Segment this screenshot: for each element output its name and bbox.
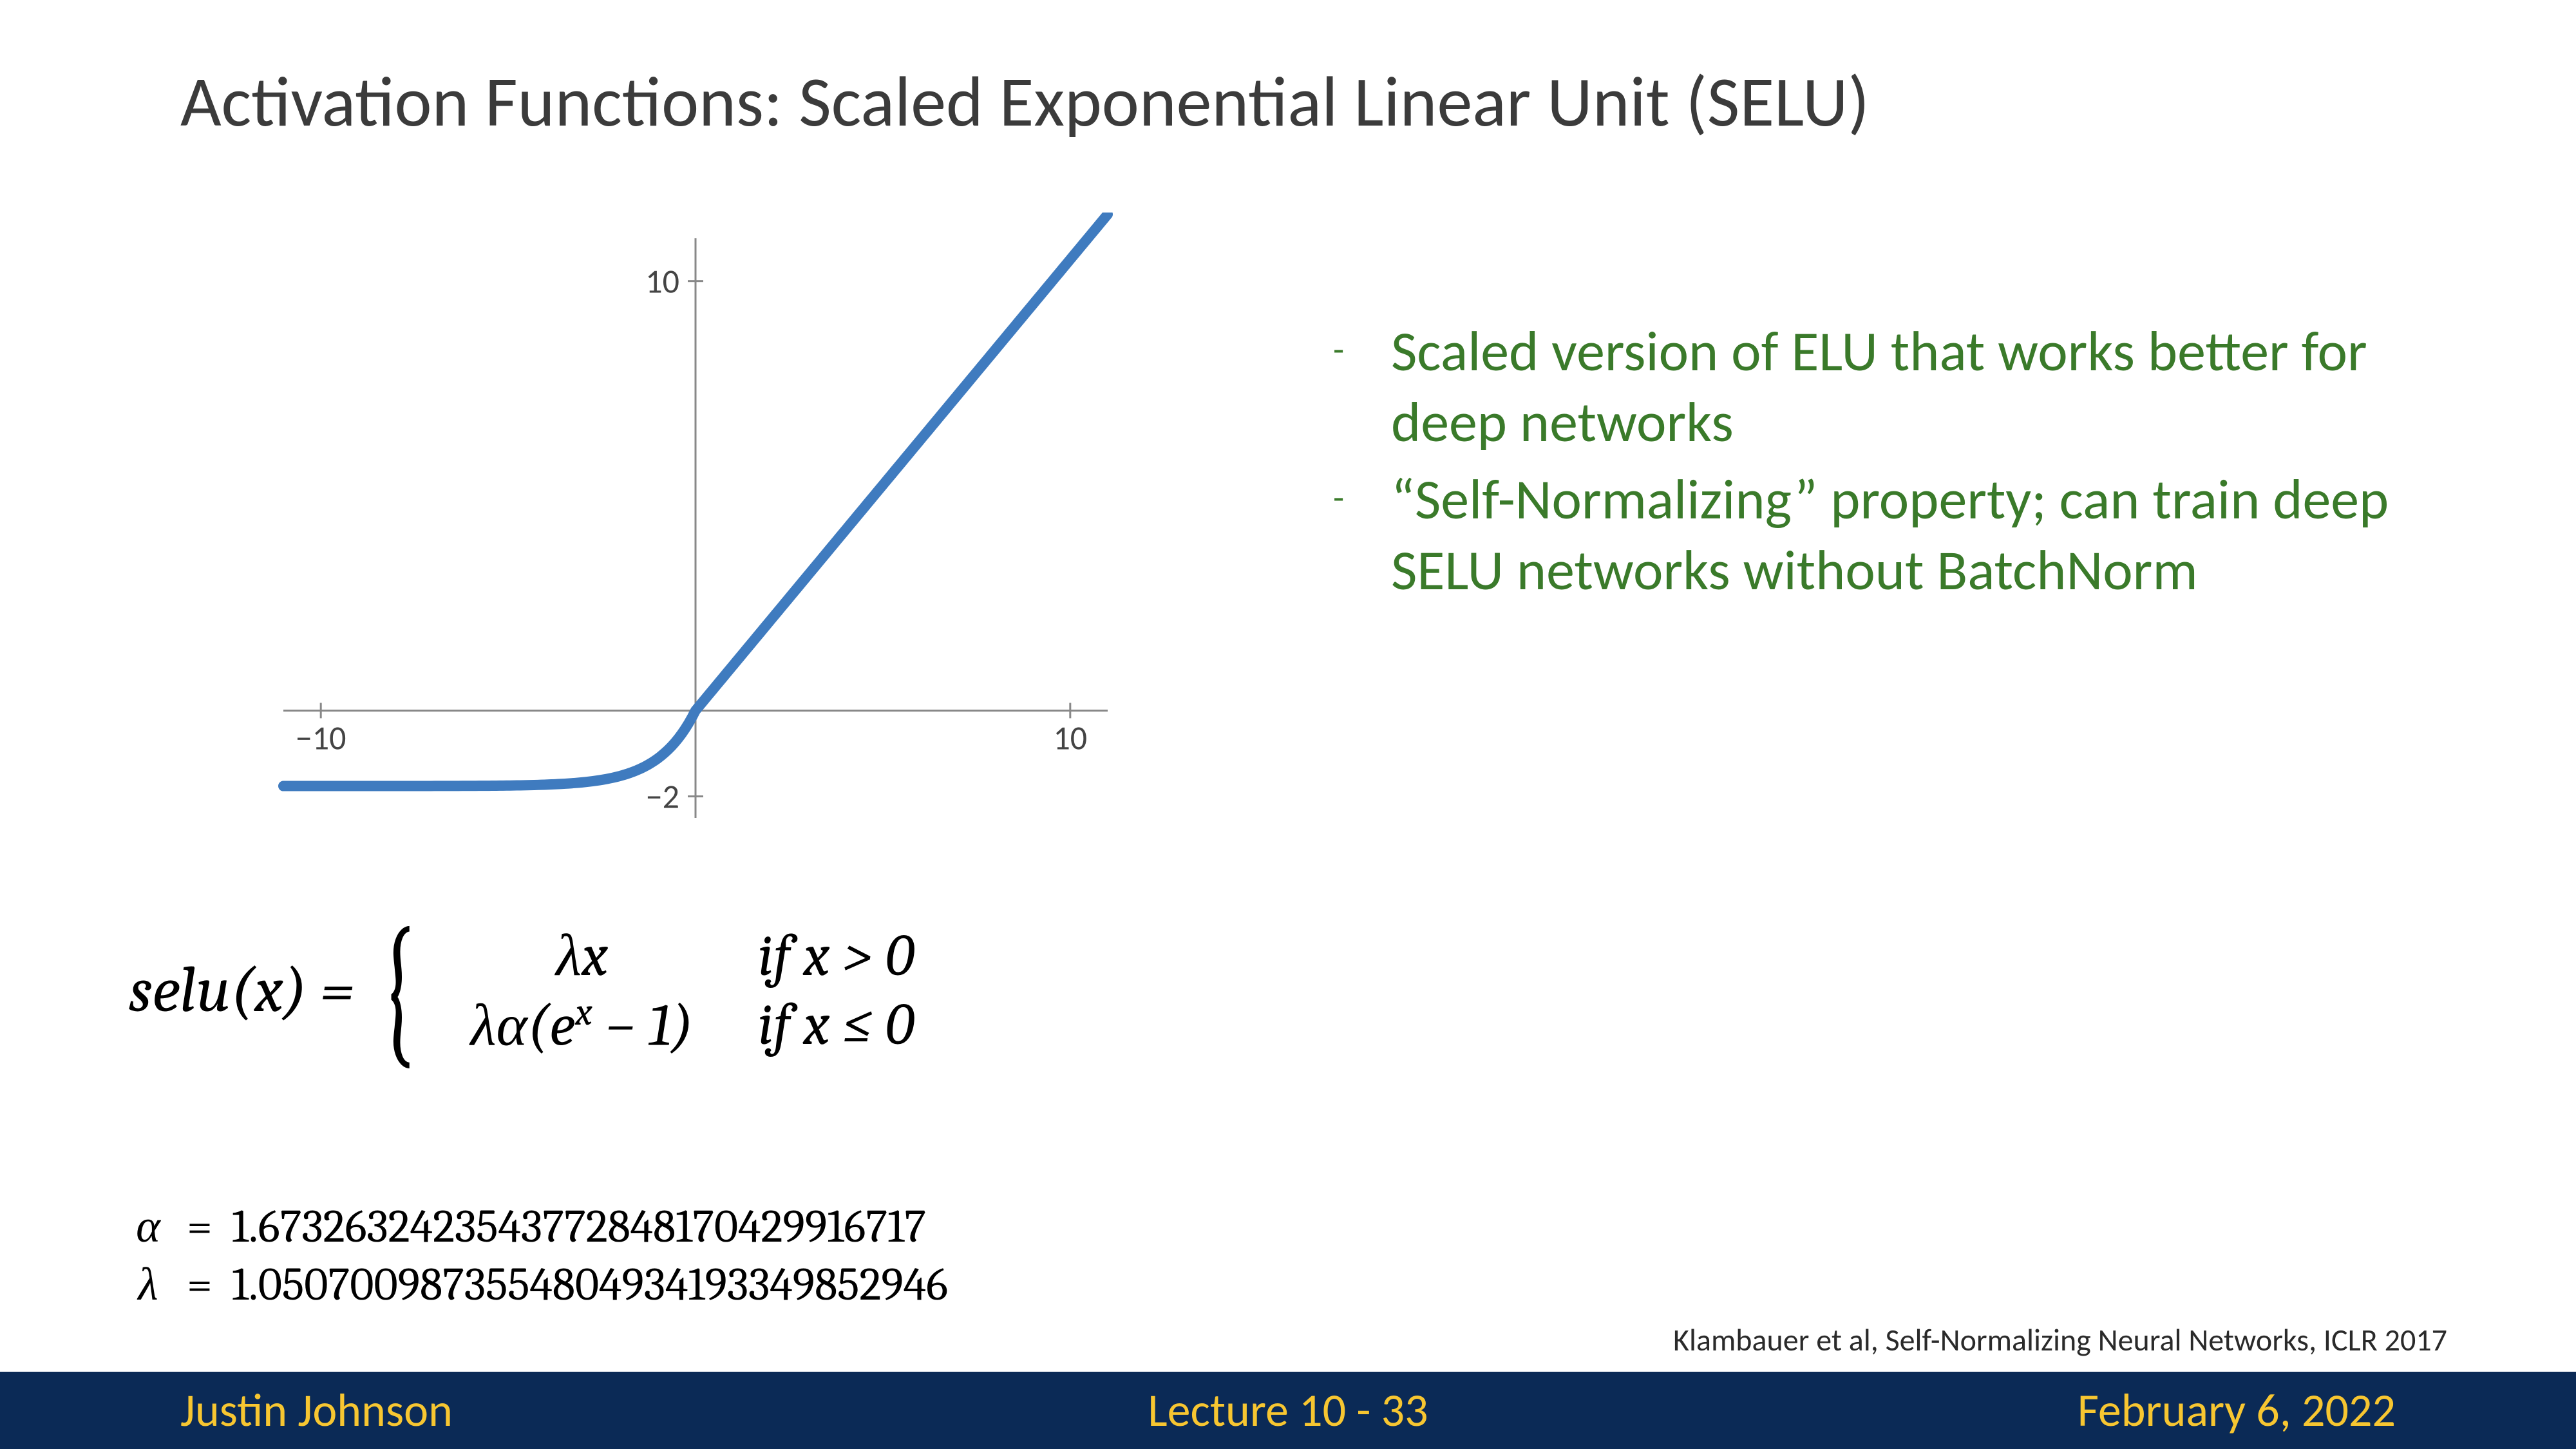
- citation-text: Klambauer et al, Self-Normalizing Neural…: [1673, 1321, 2447, 1359]
- svg-text:−10: −10: [296, 717, 346, 758]
- footer-author: Justin Johnson: [180, 1382, 453, 1439]
- equals-sign: =: [167, 1256, 232, 1314]
- footer-date: February 6, 2022: [2078, 1382, 2396, 1439]
- formula-brace: {: [373, 923, 419, 1057]
- svg-text:−2: −2: [646, 776, 679, 817]
- bullet-item: Scaled version of ELU that works better …: [1288, 316, 2447, 457]
- lambda-value: 1.0507009873554804934193349852946: [232, 1256, 948, 1314]
- formula-cases: λx if x > 0 λα(ex − 1) if x ≤ 0: [439, 921, 947, 1060]
- bullet-list: Scaled version of ELU that works better …: [1288, 316, 2447, 612]
- formula-case2-expr: λα(ex − 1): [439, 990, 726, 1060]
- slide-footer: Justin Johnson Lecture 10 - 33 February …: [0, 1372, 2576, 1449]
- equals-sign: =: [167, 1198, 232, 1256]
- formula-case1-cond: if x > 0: [726, 921, 947, 990]
- constants-block: α = 1.6732632423543772848170429916717 λ …: [129, 1198, 948, 1314]
- chart-svg: −10 10 −2 10: [245, 213, 1146, 857]
- alpha-value: 1.6732632423543772848170429916717: [232, 1198, 926, 1256]
- selu-formula: selu(x) = { λx if x > 0 λα(ex − 1) if x …: [129, 921, 947, 1060]
- lambda-symbol: λ: [129, 1256, 167, 1314]
- svg-text:10: 10: [645, 261, 679, 302]
- formula-case1-expr: λx: [439, 921, 726, 990]
- svg-text:10: 10: [1053, 717, 1087, 758]
- bullet-item: “Self-Normalizing” property; can train d…: [1288, 464, 2447, 605]
- formula-case2-cond: if x ≤ 0: [726, 990, 947, 1060]
- formula-lhs: selu(x) =: [129, 953, 354, 1027]
- selu-chart: −10 10 −2 10: [245, 213, 1146, 857]
- page-title: Activation Functions: Scaled Exponential…: [180, 58, 1870, 145]
- footer-lecture: Lecture 10 - 33: [1148, 1382, 1428, 1439]
- alpha-symbol: α: [129, 1198, 167, 1256]
